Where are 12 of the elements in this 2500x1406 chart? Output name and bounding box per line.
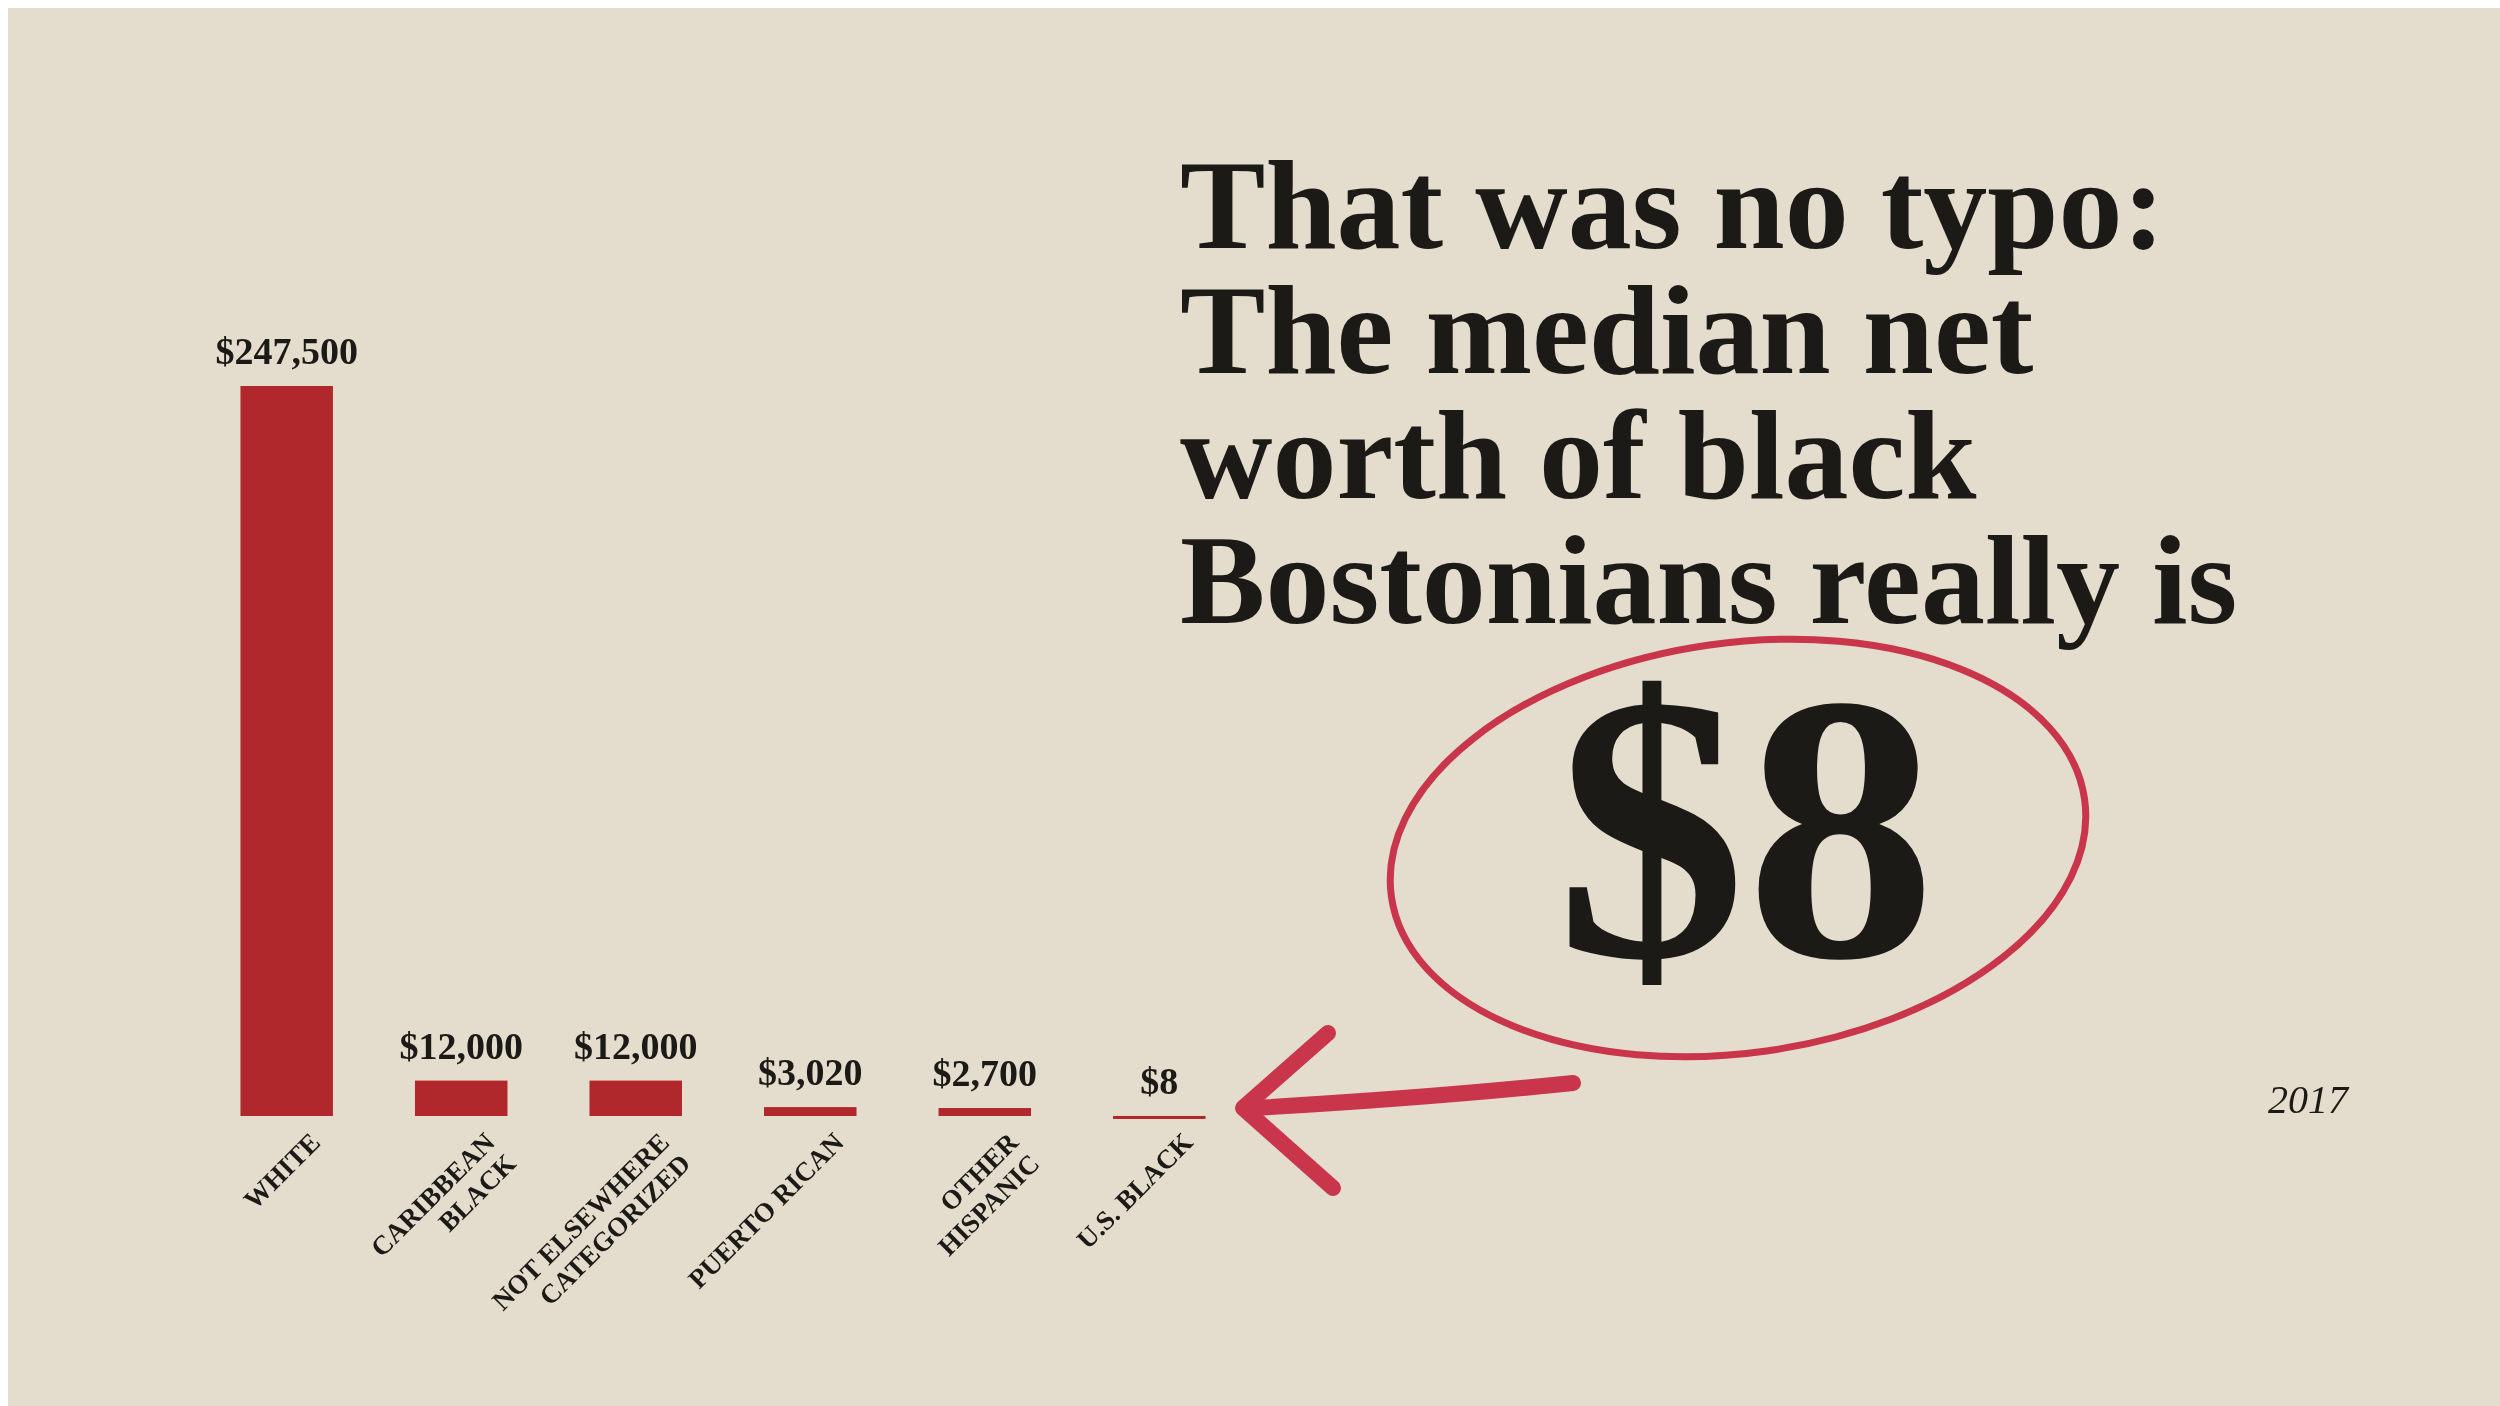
data-label: $247,500 (215, 330, 358, 372)
data-label: $12,000 (573, 1024, 698, 1067)
text: 2017 (2268, 1077, 2350, 1122)
bar (589, 1080, 682, 1116)
data-label: $8 (1140, 1059, 1179, 1102)
bar (938, 1108, 1032, 1116)
bar (240, 386, 333, 1116)
data-label: $3,020 (758, 1051, 863, 1094)
bar (414, 1080, 508, 1116)
data-label: $12,000 (399, 1024, 523, 1067)
data-label: $2,700 (932, 1052, 1038, 1095)
bar (764, 1107, 857, 1116)
